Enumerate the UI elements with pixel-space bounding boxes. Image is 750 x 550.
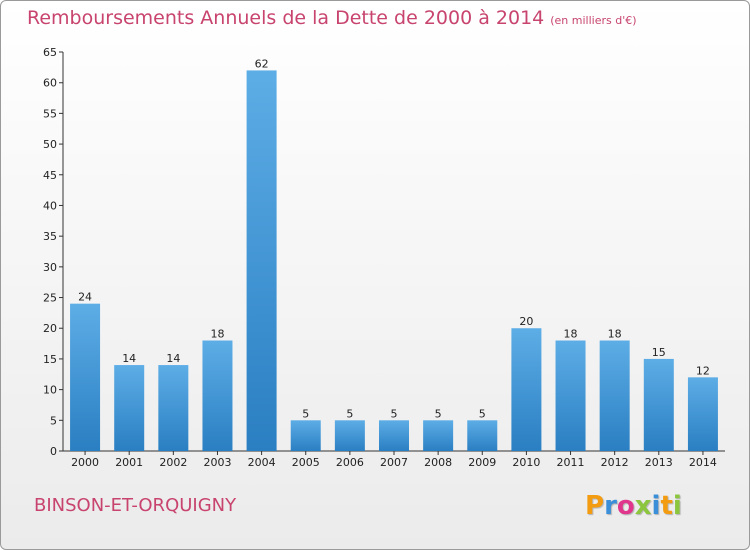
bar-2011 <box>555 340 586 451</box>
x-tick-label: 2001 <box>115 456 143 469</box>
y-tick-label: 35 <box>43 230 57 243</box>
value-label: 14 <box>166 352 180 365</box>
bar-2007 <box>379 420 409 451</box>
y-tick-label: 65 <box>43 46 57 59</box>
bar-2000 <box>70 303 101 451</box>
title-text: Remboursements Annuels de la Dette de 20… <box>27 7 545 29</box>
bar-2004 <box>246 70 277 452</box>
x-tick-label: 2007 <box>380 456 408 469</box>
bar-2009 <box>467 420 498 451</box>
proxiti-logo: Proxiti <box>585 491 682 521</box>
bar-2010 <box>511 328 542 451</box>
y-tick-label: 40 <box>43 199 57 212</box>
value-label: 5 <box>302 407 309 420</box>
y-tick-label: 25 <box>43 292 57 305</box>
x-tick-label: 2003 <box>203 456 231 469</box>
bar-2014 <box>687 377 718 451</box>
x-tick-label: 2008 <box>424 456 452 469</box>
bar-2008 <box>423 420 454 451</box>
x-tick-label: 2004 <box>248 456 276 469</box>
x-tick-label: 2002 <box>159 456 187 469</box>
bar-2005 <box>290 420 321 451</box>
value-label: 12 <box>696 364 710 377</box>
x-tick-label: 2010 <box>512 456 540 469</box>
value-label: 5 <box>479 407 486 420</box>
y-tick-label: 45 <box>43 169 57 182</box>
bar-2013 <box>643 358 674 451</box>
value-label: 5 <box>435 407 442 420</box>
y-tick-label: 15 <box>43 353 57 366</box>
y-tick-label: 55 <box>43 107 57 120</box>
y-tick-label: 20 <box>43 322 57 335</box>
bar-2012 <box>599 340 630 451</box>
y-tick-label: 5 <box>50 414 57 427</box>
y-tick-label: 0 <box>50 445 57 458</box>
bar-2001 <box>114 365 145 451</box>
bar-2003 <box>202 340 233 451</box>
y-tick-label: 60 <box>43 77 57 90</box>
x-tick-label: 2011 <box>557 456 585 469</box>
y-tick-label: 30 <box>43 261 57 274</box>
value-label: 24 <box>78 291 92 304</box>
x-tick-label: 2012 <box>601 456 629 469</box>
unit-note: (en milliers d'€) <box>550 14 637 27</box>
chart-title: Remboursements Annuels de la Dette de 20… <box>27 7 637 29</box>
y-tick-label: 50 <box>43 138 57 151</box>
value-label: 62 <box>255 57 269 70</box>
chart-bars <box>70 70 718 452</box>
x-tick-label: 2005 <box>292 456 320 469</box>
value-label: 5 <box>346 407 353 420</box>
value-label: 18 <box>564 328 578 341</box>
bar-2002 <box>158 365 189 451</box>
value-label: 20 <box>519 315 533 328</box>
value-label: 18 <box>210 328 224 341</box>
x-tick-label: 2009 <box>468 456 496 469</box>
y-tick-label: 10 <box>43 384 57 397</box>
value-label: 5 <box>391 407 398 420</box>
bar-2006 <box>334 420 365 451</box>
value-label: 14 <box>122 352 136 365</box>
x-tick-label: 2006 <box>336 456 364 469</box>
x-tick-label: 2014 <box>689 456 717 469</box>
x-tick-label: 2013 <box>645 456 673 469</box>
value-label: 15 <box>652 346 666 359</box>
chart-labels: 0510152025303540455055606520002420011420… <box>43 46 717 469</box>
value-label: 18 <box>608 328 622 341</box>
x-tick-label: 2000 <box>71 456 99 469</box>
commune-name: BINSON-ET-ORQUIGNY <box>34 495 237 516</box>
